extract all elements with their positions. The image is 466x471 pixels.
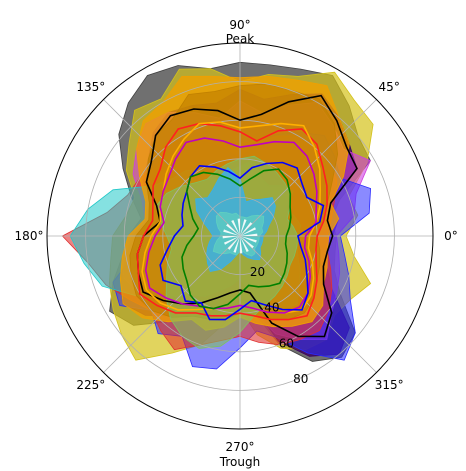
angle-tick-label-0: 0° [444,229,458,243]
radius-tick-label-60: 60 [279,336,294,350]
line-series-3 [144,137,318,314]
center-flare-ray-7 [223,229,240,236]
radius-tick-labels: 20 40 60 80 [250,265,309,386]
polar-frame [46,42,434,430]
center-flare-ray-0 [240,233,258,236]
center-flare [222,218,258,254]
center-flare-ray-13 [240,236,249,252]
center-flare-ray-14 [240,236,254,249]
center-flare-ray-5 [231,220,240,236]
line-series-1 [136,122,328,321]
center-flare-ray-10 [227,236,240,250]
angle-grid-line-315 [239,235,377,373]
center-flare-ray-15 [240,236,257,243]
angle-tick-label-180: 180° [15,229,44,243]
center-flare-ray-11 [233,236,240,253]
angle-tick-label-315: 315° [375,378,404,392]
radius-tick-label-80: 80 [293,372,308,386]
radius-tick-label-40: 40 [264,301,279,315]
center-flare-ray-6 [226,223,240,236]
angle-grid-line-45 [239,99,377,237]
radius-tick-label-20: 20 [250,265,265,279]
center-flare-ray-1 [240,227,256,236]
line-series-5 [181,168,292,310]
angle-annotation-270: Trough [219,455,260,469]
angle-tick-label-135: 135° [76,80,105,94]
angle-tick-label-90: 90° [229,18,250,32]
angle-tick-label-270: 270° [226,440,255,454]
angle-annotation-90: Peak [226,32,255,46]
center-flare-ray-12 [240,236,243,254]
angle-grid-line-225 [103,235,241,373]
angle-tick-label-45: 45° [379,80,400,94]
center-flare-ray-9 [224,236,240,245]
center-flare-ray-2 [240,222,253,236]
center-flare-ray-3 [240,219,247,236]
line-series-4 [159,161,325,321]
angle-tick-label-225: 225° [76,378,105,392]
center-flare-ray-8 [222,236,240,239]
center-flare-ray-4 [237,218,240,236]
angle-tick-labels: 0° 45° 90°Peak 135° 180° 225° 270°Trough 315° [15,18,458,469]
line-series-group [136,94,358,338]
